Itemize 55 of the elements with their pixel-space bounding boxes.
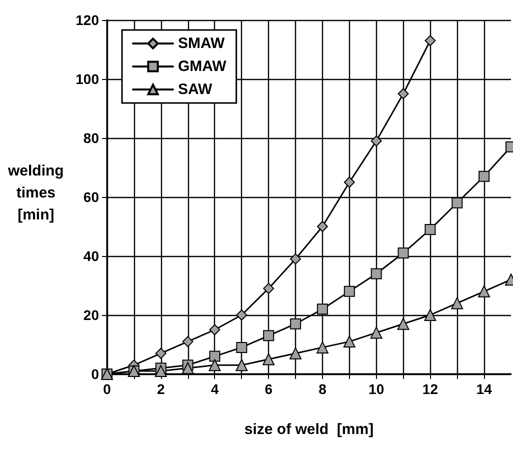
y-tick-label: 20 bbox=[83, 307, 100, 323]
point bbox=[398, 88, 409, 100]
x-tick-label: 4 bbox=[210, 381, 219, 397]
point bbox=[316, 341, 328, 354]
legend-label: SMAW bbox=[178, 35, 226, 52]
point bbox=[182, 336, 194, 348]
x-tick-label: 6 bbox=[264, 381, 273, 397]
point bbox=[209, 350, 220, 362]
point bbox=[236, 310, 248, 320]
point bbox=[290, 347, 302, 360]
x-tick-label: 12 bbox=[422, 381, 438, 397]
y-tick-label: 0 bbox=[91, 366, 100, 382]
y-axis-title: welding times [min] bbox=[6, 162, 64, 224]
x-tick-label: 2 bbox=[156, 381, 165, 397]
point bbox=[263, 330, 274, 342]
y-tick-label: 40 bbox=[83, 248, 100, 264]
point bbox=[370, 268, 382, 280]
y-tick-label: 60 bbox=[83, 189, 100, 205]
point bbox=[370, 326, 382, 339]
point bbox=[182, 362, 194, 374]
point bbox=[262, 353, 275, 366]
legend-label: GMAW bbox=[178, 58, 228, 75]
point bbox=[236, 359, 248, 372]
y-tick-label: 80 bbox=[83, 130, 100, 146]
point bbox=[424, 309, 436, 321]
point bbox=[398, 248, 409, 259]
point bbox=[316, 304, 328, 315]
x-axis-title: size of weld [mm] bbox=[244, 421, 374, 438]
point bbox=[344, 176, 355, 188]
point bbox=[424, 224, 436, 235]
point bbox=[452, 197, 463, 208]
point bbox=[154, 365, 167, 378]
x-tick-label: 0 bbox=[103, 381, 112, 397]
point bbox=[208, 359, 221, 372]
legend-label: SAW bbox=[178, 81, 214, 98]
point bbox=[290, 253, 302, 264]
point bbox=[155, 348, 166, 359]
point bbox=[478, 170, 490, 182]
point bbox=[424, 35, 436, 46]
point bbox=[343, 336, 356, 348]
point bbox=[290, 318, 302, 330]
point bbox=[236, 342, 248, 353]
point bbox=[209, 324, 220, 336]
point bbox=[344, 286, 355, 297]
point bbox=[397, 318, 410, 330]
x-tick-label: 10 bbox=[368, 381, 384, 397]
point bbox=[478, 285, 490, 298]
point bbox=[370, 135, 382, 146]
point bbox=[451, 297, 464, 310]
x-tick-label: 14 bbox=[476, 381, 492, 397]
y-tick-label: 120 bbox=[76, 12, 100, 28]
x-tick-label: 8 bbox=[318, 381, 327, 397]
point bbox=[263, 282, 274, 294]
point bbox=[316, 221, 328, 232]
y-tick-label: 100 bbox=[76, 71, 100, 87]
